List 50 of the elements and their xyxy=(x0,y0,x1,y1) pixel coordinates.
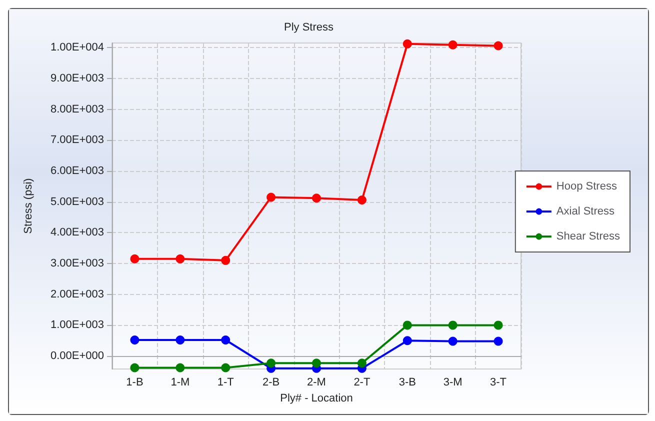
y-tick-label: 1.00E+004 xyxy=(50,42,104,54)
y-tick-label: 8.00E+003 xyxy=(50,103,104,116)
point xyxy=(494,41,503,50)
x-tick-label: 1-M xyxy=(170,376,190,388)
chart-title: Ply Stress xyxy=(284,22,334,34)
point xyxy=(221,336,230,345)
x-tick-label: 2-T xyxy=(354,376,370,388)
y-tick-label: 4.00E+003 xyxy=(50,226,104,239)
point xyxy=(448,320,458,330)
x-tick-label: 2-M xyxy=(307,376,326,388)
point xyxy=(448,336,458,346)
y-tick-label: 6.00E+003 xyxy=(50,164,104,177)
y-tick-label: 7.00E+003 xyxy=(50,134,104,146)
y-axis-title: Stress (psi) xyxy=(22,178,34,234)
point xyxy=(494,336,503,346)
y-tick-label: 5.00E+003 xyxy=(50,196,104,208)
y-tick-label: 9.00E+003 xyxy=(50,72,104,84)
point xyxy=(357,358,366,368)
point xyxy=(494,320,503,330)
point xyxy=(312,194,321,203)
x-tick-label: 3-B xyxy=(398,376,416,388)
x-tick-label: 3-M xyxy=(443,376,462,388)
point xyxy=(130,336,140,345)
point xyxy=(176,254,185,264)
legend-label: Hoop Stress xyxy=(556,180,618,192)
legend-label: Shear Stress xyxy=(556,230,620,242)
point xyxy=(448,40,458,50)
point xyxy=(402,320,412,330)
point xyxy=(357,195,366,204)
y-tick-label: 1.00E+003 xyxy=(50,319,104,332)
point xyxy=(402,336,412,346)
point xyxy=(402,39,412,48)
x-axis-title: Ply# - Location xyxy=(280,392,353,404)
y-tick-label: 2.00E+003 xyxy=(50,288,104,300)
point xyxy=(221,256,230,265)
x-tick-label: 3-T xyxy=(490,376,507,388)
point xyxy=(266,358,276,368)
x-tick-label: 1-B xyxy=(126,376,144,388)
point xyxy=(176,336,185,345)
point xyxy=(221,363,230,372)
point xyxy=(176,363,185,372)
x-tick-label: 2-B xyxy=(262,376,280,388)
point xyxy=(130,254,140,264)
y-tick-label: 0.00E+000 xyxy=(50,350,104,362)
x-tick-label: 1-T xyxy=(217,376,234,388)
point xyxy=(312,358,321,368)
point xyxy=(130,363,140,372)
legend-label: Axial Stress xyxy=(556,206,615,218)
y-tick-label: 3.00E+003 xyxy=(50,258,104,270)
point xyxy=(266,192,276,202)
